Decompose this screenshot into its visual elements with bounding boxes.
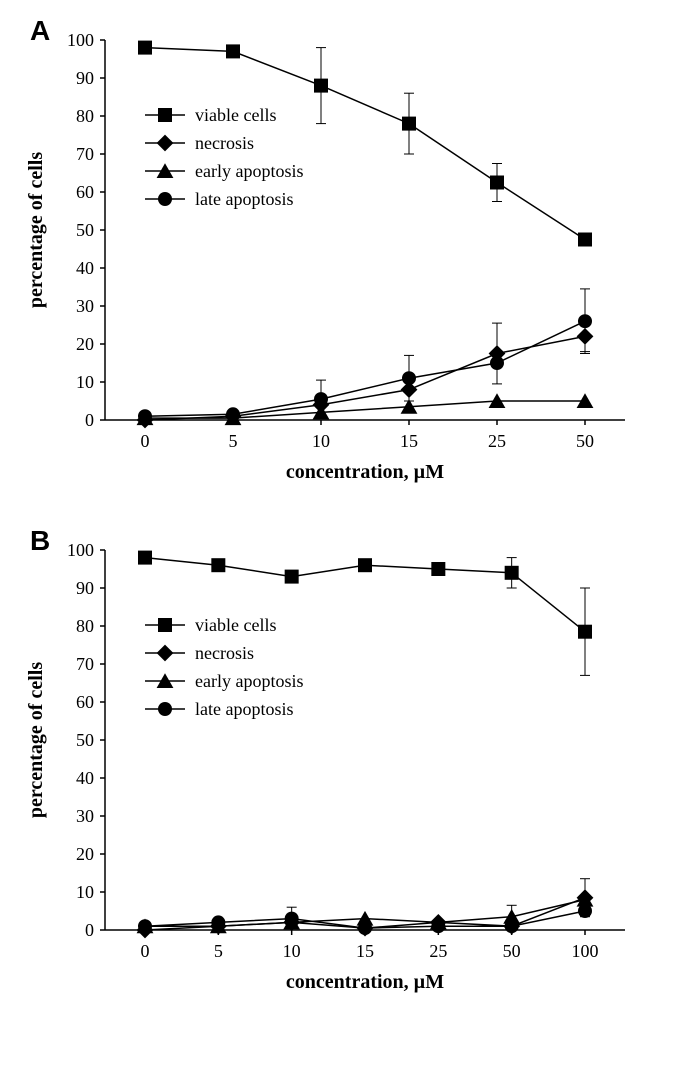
x-axis-label: concentration, µM — [286, 971, 444, 993]
x-axis-label: concentration, µM — [286, 461, 444, 483]
series-line — [145, 401, 585, 418]
legend-label: viable cells — [195, 105, 276, 125]
y-tick-label: 50 — [76, 220, 94, 240]
y-tick-label: 60 — [76, 182, 94, 202]
legend-label: early apoptosis — [195, 671, 303, 691]
legend-label: late apoptosis — [195, 189, 293, 209]
y-axis-label: percentage of cells — [25, 152, 47, 308]
legend-label: necrosis — [195, 643, 254, 663]
chart-b-container: B 01020304050607080901000510152550100con… — [20, 530, 659, 1000]
x-tick-label: 50 — [576, 431, 594, 451]
y-tick-label: 70 — [76, 654, 94, 674]
y-tick-label: 80 — [76, 106, 94, 126]
series-line — [145, 336, 585, 420]
x-tick-label: 25 — [488, 431, 506, 451]
x-tick-label: 0 — [141, 941, 150, 961]
chart-a-svg: 0 10 20 30 40 50 60 70 80 90 100 0 5 10 15 25 50 concentr… — [20, 20, 655, 490]
y-tick-label: 90 — [76, 68, 94, 88]
x-tick-label: 25 — [429, 941, 447, 961]
x-tick-label: 5 — [229, 431, 238, 451]
x-tick-label: 10 — [312, 431, 330, 451]
y-tick-label: 50 — [76, 730, 94, 750]
y-tick-label: 20 — [76, 334, 94, 354]
legend-label: early apoptosis — [195, 161, 303, 181]
y-tick-label: 40 — [76, 258, 94, 278]
x-tick-label: 5 — [214, 941, 223, 961]
y-tick-label: 40 — [76, 768, 94, 788]
y-tick-label: 0 — [85, 410, 94, 430]
panel-a-label: A — [30, 15, 50, 47]
chart-a-container: A 01020304050607080901000510152550concen… — [20, 20, 659, 490]
y-tick-label: 20 — [76, 844, 94, 864]
y-tick-label: 30 — [76, 296, 94, 316]
x-tick-label: 100 — [572, 941, 599, 961]
y-tick-label: 70 — [76, 144, 94, 164]
chart-b-svg: 0 10 20 30 40 50 60 70 80 90 100 0 5 10 15 25 50 100 conce… — [20, 530, 655, 1000]
legend-label: viable cells — [195, 615, 276, 635]
x-tick-label: 10 — [283, 941, 301, 961]
y-tick-label: 30 — [76, 806, 94, 826]
y-tick-label: 100 — [67, 540, 94, 560]
x-tick-label: 15 — [356, 941, 374, 961]
legend-label: late apoptosis — [195, 699, 293, 719]
x-tick-label: 0 — [141, 431, 150, 451]
legend-label: necrosis — [195, 133, 254, 153]
y-tick-label: 90 — [76, 578, 94, 598]
y-axis-label: percentage of cells — [25, 662, 47, 818]
y-tick-label: 60 — [76, 692, 94, 712]
y-tick-label: 10 — [76, 372, 94, 392]
x-tick-label: 15 — [400, 431, 418, 451]
series-line — [145, 321, 585, 416]
y-tick-label: 10 — [76, 882, 94, 902]
y-tick-label: 80 — [76, 616, 94, 636]
x-tick-label: 50 — [503, 941, 521, 961]
y-tick-label: 100 — [67, 30, 94, 50]
y-tick-label: 0 — [85, 920, 94, 940]
panel-b-label: B — [30, 525, 50, 557]
